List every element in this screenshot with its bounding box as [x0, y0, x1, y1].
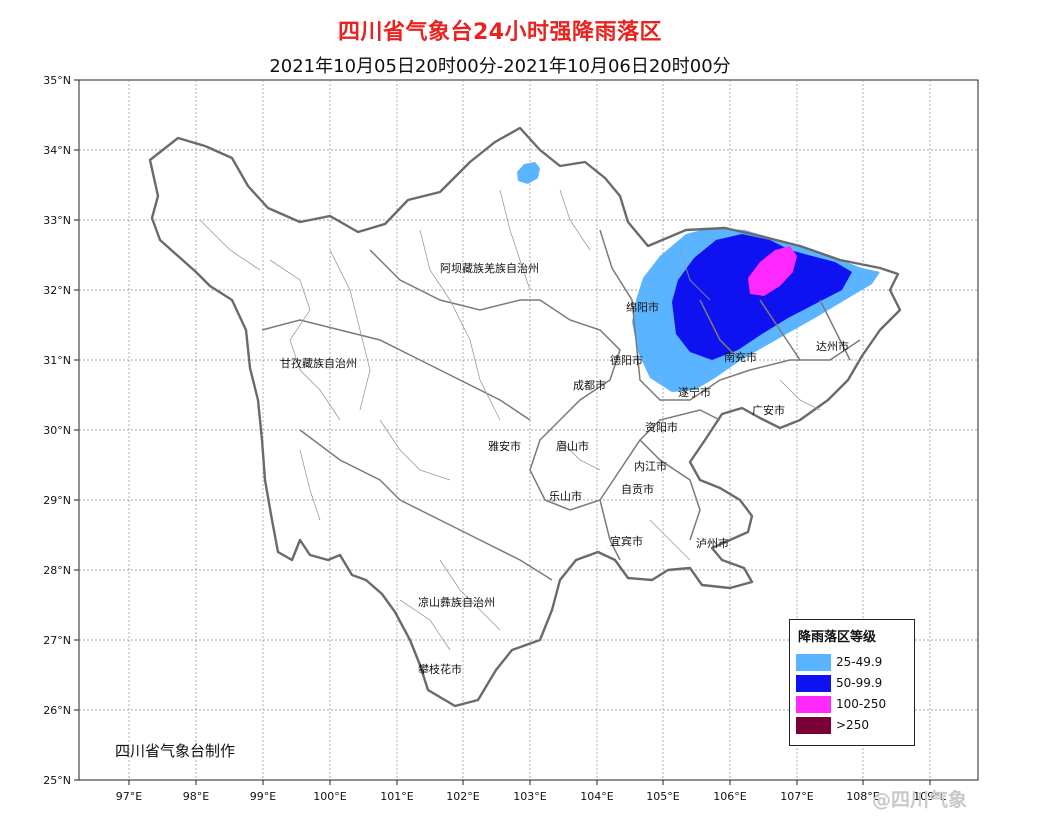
rain-area-rainstorm [748, 246, 797, 296]
lon-label: 106°E [713, 790, 746, 803]
lat-label: 25°N [43, 774, 71, 787]
city-label: 宜宾市 [610, 534, 643, 548]
legend-label: 100-250 [836, 697, 887, 711]
city-label: 自贡市 [621, 482, 654, 496]
city-boundaries [261, 229, 861, 581]
city-label: 攀枝花市 [418, 662, 462, 676]
city-label: 眉山市 [556, 439, 589, 453]
lat-label: 29°N [43, 494, 71, 507]
lat-label: 34°N [43, 144, 71, 157]
legend: 降雨落区等级 25-49.9 50-99.9 100-250 >250 [789, 619, 915, 746]
lat-label: 33°N [43, 214, 71, 227]
map-title: 四川省气象台24小时强降雨落区 [337, 20, 663, 45]
lon-label: 100°E [313, 790, 346, 803]
lat-label: 27°N [43, 634, 71, 647]
city-label: 达州市 [816, 339, 849, 353]
legend-swatch [796, 696, 831, 713]
lon-label: 103°E [513, 790, 546, 803]
city-label: 成都市 [573, 378, 606, 392]
city-label: 雅安市 [488, 439, 521, 453]
lon-label: 101°E [380, 790, 413, 803]
weibo-watermark: @四川气象 [872, 789, 968, 811]
city-label: 德阳市 [610, 353, 643, 367]
legend-label: >250 [836, 718, 869, 732]
lon-label: 104°E [580, 790, 613, 803]
city-label: 广安市 [752, 403, 785, 417]
rain-area-light [517, 162, 540, 184]
city-label: 资阳市 [645, 420, 678, 434]
legend-title: 降雨落区等级 [798, 630, 877, 645]
lon-label: 107°E [780, 790, 813, 803]
city-label: 遂宁市 [678, 385, 711, 399]
lat-label: 28°N [43, 564, 71, 577]
lat-label: 35°N [43, 74, 71, 87]
region-label: 甘孜藏族自治州 [280, 356, 357, 370]
city-label: 内江市 [634, 459, 667, 473]
legend-swatch [796, 675, 831, 692]
legend-swatch [796, 717, 831, 734]
lon-label: 99°E [250, 790, 276, 803]
county-boundaries [199, 189, 821, 651]
lat-label: 31°N [43, 354, 71, 367]
rainfall-areas [517, 162, 880, 392]
producer-credit: 四川省气象台制作 [115, 742, 236, 760]
lon-label: 102°E [446, 790, 479, 803]
legend-item: 25-49.9 [796, 654, 908, 671]
province-boundary [148, 126, 902, 708]
legend-label: 50-99.9 [836, 676, 883, 690]
rain-area-heavy [672, 234, 852, 360]
lat-label: 30°N [43, 424, 71, 437]
legend-swatch [796, 654, 831, 671]
region-label: 阿坝藏族羌族自治州 [440, 261, 539, 275]
lat-label: 26°N [43, 704, 71, 717]
legend-item: >250 [796, 717, 908, 734]
city-label: 乐山市 [549, 489, 582, 503]
legend-label: 25-49.9 [836, 655, 883, 669]
city-label: 南充市 [724, 350, 757, 364]
lon-label: 97°E [116, 790, 142, 803]
legend-item: 50-99.9 [796, 675, 908, 692]
region-label: 凉山彝族自治州 [418, 595, 495, 609]
map-subtitle: 2021年10月05日20时00分-2021年10月06日20时00分 [269, 56, 731, 77]
lat-label: 32°N [43, 284, 71, 297]
lon-label: 98°E [183, 790, 209, 803]
city-label: 泸州市 [696, 536, 729, 550]
legend-item: 100-250 [796, 696, 908, 713]
city-label: 绵阳市 [626, 300, 659, 314]
lon-label: 105°E [646, 790, 679, 803]
lon-label: 108°E [846, 790, 879, 803]
axis-ticks [74, 79, 931, 785]
lon-label: 109°E [913, 790, 946, 803]
